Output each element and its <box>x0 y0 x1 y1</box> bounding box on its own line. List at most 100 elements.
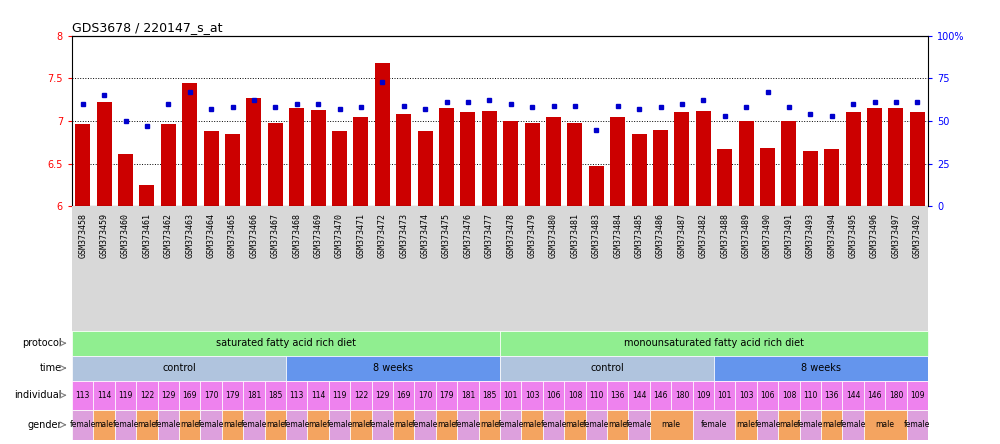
Text: GSM373489: GSM373489 <box>742 213 751 258</box>
Text: GSM373471: GSM373471 <box>356 213 365 258</box>
Text: 110: 110 <box>803 391 817 400</box>
Text: GSM373474: GSM373474 <box>421 213 430 258</box>
Text: 180: 180 <box>675 391 689 400</box>
Bar <box>632 134 647 206</box>
Text: time: time <box>40 363 62 373</box>
Bar <box>268 123 283 206</box>
Text: 108: 108 <box>568 391 582 400</box>
Text: 122: 122 <box>140 391 154 400</box>
Text: GSM373459: GSM373459 <box>100 213 109 258</box>
Bar <box>307 410 329 440</box>
Text: 179: 179 <box>225 391 240 400</box>
Bar <box>311 110 326 206</box>
Text: female: female <box>626 420 652 429</box>
Bar <box>500 410 521 440</box>
Bar <box>93 410 115 440</box>
Bar <box>885 381 907 410</box>
Text: 169: 169 <box>396 391 411 400</box>
Bar <box>864 410 907 440</box>
Text: 106: 106 <box>760 391 775 400</box>
Text: 101: 101 <box>718 391 732 400</box>
Bar <box>696 111 711 206</box>
Bar <box>521 410 543 440</box>
Bar <box>503 121 518 206</box>
Bar <box>525 123 540 206</box>
Bar <box>136 410 158 440</box>
Bar <box>800 381 821 410</box>
Bar <box>717 149 732 206</box>
Text: GSM373492: GSM373492 <box>913 213 922 258</box>
Text: female: female <box>701 420 727 429</box>
Text: GSM373467: GSM373467 <box>271 213 280 258</box>
Text: male: male <box>266 420 285 429</box>
Text: female: female <box>840 420 866 429</box>
Bar <box>653 130 668 206</box>
Bar <box>161 123 176 206</box>
Text: male: male <box>662 420 681 429</box>
Text: male: male <box>95 420 114 429</box>
Bar <box>628 381 650 410</box>
Bar <box>414 381 436 410</box>
Bar <box>418 131 433 206</box>
Bar <box>350 410 372 440</box>
Text: GSM373476: GSM373476 <box>463 213 472 258</box>
Text: 108: 108 <box>782 391 796 400</box>
Text: 103: 103 <box>739 391 753 400</box>
Text: GSM373483: GSM373483 <box>592 213 601 258</box>
Bar <box>757 410 778 440</box>
Bar <box>182 83 197 206</box>
Bar <box>72 381 93 410</box>
Bar <box>200 381 222 410</box>
Text: GSM373493: GSM373493 <box>806 213 815 258</box>
Text: 114: 114 <box>97 391 111 400</box>
Bar <box>372 410 393 440</box>
Text: GSM373497: GSM373497 <box>891 213 900 258</box>
Text: female: female <box>498 420 524 429</box>
Bar <box>628 410 650 440</box>
Text: GSM373475: GSM373475 <box>442 213 451 258</box>
Bar <box>158 381 179 410</box>
Bar <box>332 131 347 206</box>
Text: female: female <box>70 420 96 429</box>
Text: 8 weeks: 8 weeks <box>373 363 413 373</box>
Bar <box>222 381 243 410</box>
Bar <box>693 410 735 440</box>
Bar <box>781 121 796 206</box>
Text: 129: 129 <box>375 391 389 400</box>
Bar <box>246 98 261 206</box>
Text: GSM373472: GSM373472 <box>378 213 387 258</box>
Bar <box>115 381 136 410</box>
Bar <box>910 112 925 206</box>
Text: male: male <box>180 420 199 429</box>
Text: GSM373490: GSM373490 <box>763 213 772 258</box>
Text: male: male <box>223 420 242 429</box>
Text: GSM373481: GSM373481 <box>570 213 579 258</box>
Text: GSM373478: GSM373478 <box>506 213 515 258</box>
Text: individual: individual <box>14 390 62 400</box>
Bar <box>842 410 864 440</box>
Text: GSM373496: GSM373496 <box>870 213 879 258</box>
Text: GSM373462: GSM373462 <box>164 213 173 258</box>
Text: male: male <box>876 420 895 429</box>
Bar <box>393 381 414 410</box>
Bar <box>500 356 714 381</box>
Text: GSM373464: GSM373464 <box>207 213 216 258</box>
Bar <box>243 410 265 440</box>
Bar <box>607 381 628 410</box>
Text: GSM373473: GSM373473 <box>399 213 408 258</box>
Bar <box>607 410 628 440</box>
Text: 122: 122 <box>354 391 368 400</box>
Bar <box>436 410 457 440</box>
Text: GSM373491: GSM373491 <box>784 213 793 258</box>
Bar <box>500 381 521 410</box>
Bar <box>650 410 693 440</box>
Text: female: female <box>112 420 139 429</box>
Bar <box>564 381 586 410</box>
Bar <box>482 111 497 206</box>
Bar <box>842 381 864 410</box>
Bar <box>375 63 390 206</box>
Text: control: control <box>162 363 196 373</box>
Bar <box>372 381 393 410</box>
Bar <box>864 381 885 410</box>
Text: 136: 136 <box>824 391 839 400</box>
